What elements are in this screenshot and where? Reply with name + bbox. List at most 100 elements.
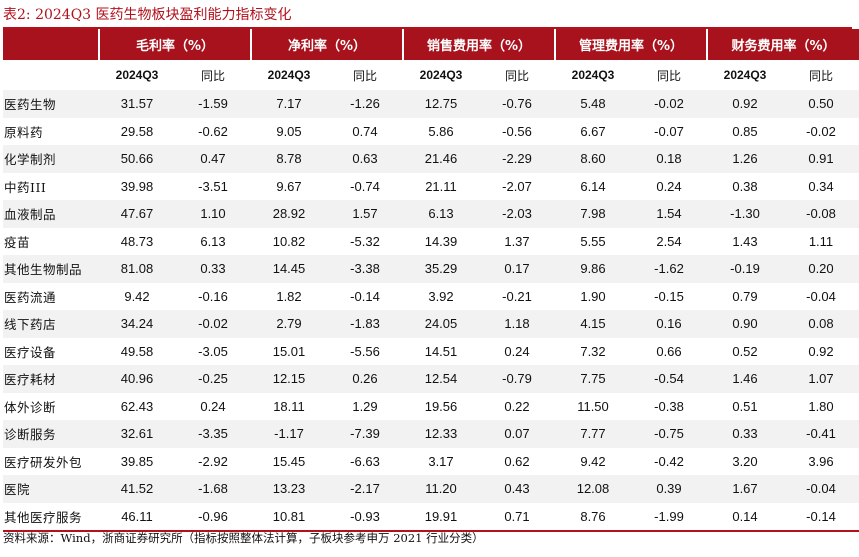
header-yoy: 同比 (808, 68, 833, 83)
cell-value: 5.48 (555, 90, 631, 118)
cell-value: 14.39 (403, 227, 479, 255)
cell-yoy: 0.17 (479, 255, 555, 283)
cell-value: 18.11 (251, 392, 327, 420)
cell-value: 8.60 (555, 145, 631, 173)
header-finance-expense-ratio: 财务费用率（%） (706, 29, 859, 60)
cell-value: 1.43 (707, 227, 783, 255)
cell-yoy: 0.07 (479, 420, 555, 448)
header-blank (3, 29, 99, 60)
cell-yoy: -3.05 (175, 337, 251, 365)
cell-value: 34.24 (99, 310, 175, 338)
cell-value: 0.51 (707, 392, 783, 420)
cell-yoy: -0.08 (783, 200, 859, 228)
cell-value: 15.01 (251, 337, 327, 365)
cell-yoy: 0.24 (175, 392, 251, 420)
cell-value: 12.08 (555, 475, 631, 503)
row-label: 其他医疗服务 (3, 502, 99, 532)
cell-value: 9.42 (555, 447, 631, 475)
cell-value: 6.67 (555, 117, 631, 145)
cell-value: 9.05 (251, 117, 327, 145)
cell-value: 48.73 (99, 227, 175, 255)
cell-value: 28.92 (251, 200, 327, 228)
table-row: 疫苗 48.73 6.13 10.82 -5.32 14.39 1.37 5.55 2.54 1.… (3, 227, 859, 255)
cell-yoy: 0.22 (479, 392, 555, 420)
table-row: 医疗耗材 40.96 -0.25 12.15 0.26 12.54 -0.79 7.75 -0.… (3, 365, 859, 393)
row-label: 其他生物制品 (3, 255, 99, 283)
cell-value: 3.17 (403, 447, 479, 475)
cell-value: 15.45 (251, 447, 327, 475)
cell-yoy: -1.99 (631, 502, 707, 532)
cell-value: 62.43 (99, 392, 175, 420)
row-label: 化学制剂 (3, 145, 99, 173)
cell-value: 1.90 (555, 282, 631, 310)
cell-value: 47.67 (99, 200, 175, 228)
cell-value: 1.46 (707, 365, 783, 393)
cell-value: 81.08 (99, 255, 175, 283)
header-period: 2024Q3 (723, 68, 767, 82)
cell-value: 4.15 (555, 310, 631, 338)
table-body: 医药生物 31.57 -1.59 7.17 -1.26 12.75 -0.76 5.48 -0.… (3, 90, 859, 532)
table-row: 医院 41.52 -1.68 13.23 -2.17 11.20 0.43 12.08 0.39… (3, 475, 859, 503)
row-label: 医院 (3, 475, 99, 503)
cell-value: 19.56 (403, 392, 479, 420)
header-yoy: 同比 (352, 68, 377, 83)
cell-yoy: 0.26 (327, 365, 403, 393)
table-row: 线下药店 34.24 -0.02 2.79 -1.83 24.05 1.18 4.15 0.16… (3, 310, 859, 338)
cell-yoy: -0.38 (631, 392, 707, 420)
cell-value: 29.58 (99, 117, 175, 145)
cell-value: 50.66 (99, 145, 175, 173)
cell-value: 8.76 (555, 502, 631, 532)
cell-yoy: -2.29 (479, 145, 555, 173)
cell-yoy: 1.80 (783, 392, 859, 420)
cell-yoy: 0.71 (479, 502, 555, 532)
header-period: 2024Q3 (419, 68, 463, 82)
cell-yoy: 1.18 (479, 310, 555, 338)
cell-value: 46.11 (99, 502, 175, 532)
table-container: 毛利率（%） 净利率（%） 销售费用率（%） 管理费用率（%） 财务费用率（%）… (3, 29, 859, 532)
cell-yoy: -0.93 (327, 502, 403, 532)
cell-yoy: 0.50 (783, 90, 859, 118)
cell-yoy: -0.96 (175, 502, 251, 532)
row-label: 原料药 (3, 117, 99, 145)
cell-value: 0.38 (707, 172, 783, 200)
table-row: 其他生物制品 81.08 0.33 14.45 -3.38 35.29 0.17 9.86 -1… (3, 255, 859, 283)
cell-yoy: -0.79 (479, 365, 555, 393)
cell-value: 6.14 (555, 172, 631, 200)
header-yoy: 同比 (200, 68, 225, 83)
cell-yoy: -1.62 (631, 255, 707, 283)
cell-value: 6.13 (403, 200, 479, 228)
cell-yoy: 0.34 (783, 172, 859, 200)
cell-yoy: -2.03 (479, 200, 555, 228)
cell-value: 7.17 (251, 90, 327, 118)
cell-yoy: -0.04 (783, 475, 859, 503)
cell-value: 3.20 (707, 447, 783, 475)
cell-yoy: 6.13 (175, 227, 251, 255)
cell-value: 1.82 (251, 282, 327, 310)
cell-yoy: 0.24 (631, 172, 707, 200)
cell-value: 12.75 (403, 90, 479, 118)
cell-yoy: -0.21 (479, 282, 555, 310)
row-label: 诊断服务 (3, 420, 99, 448)
cell-value: 21.11 (403, 172, 479, 200)
cell-yoy: 1.11 (783, 227, 859, 255)
cell-value: 31.57 (99, 90, 175, 118)
header-net-margin: 净利率（%） (250, 29, 403, 60)
cell-yoy: 0.18 (631, 145, 707, 173)
row-label: 医药流通 (3, 282, 99, 310)
cell-yoy: -7.39 (327, 420, 403, 448)
cell-value: 7.32 (555, 337, 631, 365)
cell-yoy: -3.35 (175, 420, 251, 448)
table-row: 血液制品 47.67 1.10 28.92 1.57 6.13 -2.03 7.98 1.54-… (3, 200, 859, 228)
cell-yoy: 0.43 (479, 475, 555, 503)
cell-value: 32.61 (99, 420, 175, 448)
cell-value: 35.29 (403, 255, 479, 283)
cell-yoy: -0.02 (631, 90, 707, 118)
cell-value: 0.79 (707, 282, 783, 310)
cell-value: 12.15 (251, 365, 327, 393)
cell-yoy: 3.96 (783, 447, 859, 475)
cell-yoy: -5.32 (327, 227, 403, 255)
row-label: 医药生物 (3, 90, 99, 118)
cell-value: 9.86 (555, 255, 631, 283)
row-label: 血液制品 (3, 200, 99, 228)
table-row: 体外诊断 62.43 0.24 18.11 1.29 19.56 0.22 11.50 -0.3… (3, 392, 859, 420)
